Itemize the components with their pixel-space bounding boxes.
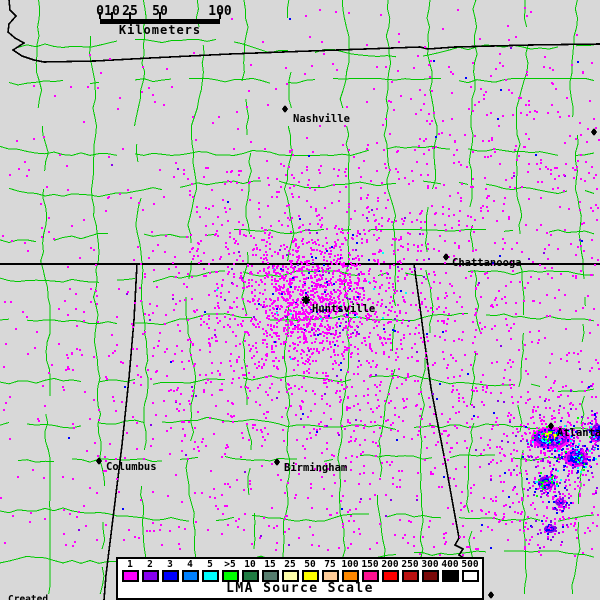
legend-item: 1 [121, 559, 139, 582]
legend-item-label: 4 [187, 559, 193, 570]
legend-item-label: 15 [264, 559, 276, 570]
legend-color-swatch [121, 570, 139, 582]
legend-color-swatch [161, 570, 179, 582]
legend-item: 3 [161, 559, 179, 582]
legend-item: 200 [381, 559, 399, 582]
scale-tick [219, 12, 221, 19]
city-label: Columbus [106, 461, 157, 473]
city-label: Birmingham [284, 462, 347, 474]
legend-item: >5 [221, 559, 239, 582]
state-boundary-line [7, 0, 600, 63]
legend-item-label: 2 [147, 559, 153, 570]
legend-color-swatch [401, 570, 419, 582]
legend-item-label: 10 [244, 559, 256, 570]
city-label: Chattanooga [452, 257, 522, 269]
legend-color-swatch [301, 570, 319, 582]
city-label: Nashville [293, 113, 350, 125]
legend-color-swatch [141, 570, 159, 582]
legend-item-label: 300 [421, 559, 439, 570]
legend-item-label: 3 [167, 559, 173, 570]
city-diamond-marker [273, 458, 281, 466]
legend-item: 10 [241, 559, 259, 582]
scale-tick-label: 100 [208, 4, 232, 19]
scale-tick-label: 10 [104, 4, 120, 19]
created-timestamp: Created 12/23/2012 14:05:11 [5, 574, 114, 600]
legend-item-label: 400 [441, 559, 459, 570]
legend-item: 150 [361, 559, 379, 582]
legend-item: 300 [421, 559, 439, 582]
legend-color-swatch [441, 570, 459, 582]
city-diamond-marker [442, 253, 450, 261]
legend-item: 5 [201, 559, 219, 582]
scale-unit-label: Kilometers [119, 23, 201, 37]
legend-color-swatch [261, 570, 279, 582]
legend-color-swatch [181, 570, 199, 582]
legend-item-label: 25 [284, 559, 296, 570]
legend-item-label: >5 [224, 559, 236, 570]
legend-color-swatch [381, 570, 399, 582]
scale-tick [129, 12, 131, 19]
legend-item: 400 [441, 559, 459, 582]
lightning-source-dots [0, 7, 600, 557]
legend-item: 2 [141, 559, 159, 582]
legend-color-swatch [201, 570, 219, 582]
city-diamond-marker [281, 105, 289, 113]
legend-color-swatch [341, 570, 359, 582]
legend-color-swatch [241, 570, 259, 582]
legend-title: LMA Source Scale [226, 581, 374, 596]
legend-item: 50 [301, 559, 319, 582]
legend-item: 4 [181, 559, 199, 582]
legend-item-label: 500 [461, 559, 479, 570]
scale-tick [111, 12, 113, 19]
legend-item: 75 [321, 559, 339, 582]
legend-item-label: 150 [361, 559, 379, 570]
legend-item: 15 [261, 559, 279, 582]
scale-tick-label: 0 [96, 4, 104, 19]
legend-color-swatch [221, 570, 239, 582]
city-diamond-marker [95, 457, 103, 465]
city-markers-and-labels: Nashville Chattanooga Huntsville Columbus Bi… [95, 105, 600, 599]
legend-item: 250 [401, 559, 419, 582]
legend-item-label: 250 [401, 559, 419, 570]
city-diamond-marker [590, 128, 598, 136]
scale-tick [99, 12, 101, 19]
legend-item-label: 75 [324, 559, 336, 570]
legend-item: 500 [461, 559, 479, 582]
legend-swatches: 1 2 3 4 5 >5 10 15 25 50 75 100 150 200 250 300 400 500 [121, 559, 479, 582]
legend-item-label: 1 [127, 559, 133, 570]
city-diamond-marker [547, 422, 555, 430]
distance-scale-bar: 0 10 25 50 100 Kilometers [96, 4, 232, 37]
city-label: Huntsville [312, 303, 375, 315]
legend-item-label: 100 [341, 559, 359, 570]
scale-tick-label: 50 [152, 4, 168, 19]
scale-tick [159, 12, 161, 19]
city-diamond-marker [487, 591, 495, 599]
lma-source-scale-legend: 1 2 3 4 5 >5 10 15 25 50 75 100 150 200 250 300 400 500 L… [116, 557, 484, 600]
scale-bar [100, 19, 220, 24]
legend-item-label: 50 [304, 559, 316, 570]
legend-item-label: 5 [207, 559, 213, 570]
state-boundary-line [103, 263, 138, 600]
legend-color-swatch [321, 570, 339, 582]
scale-tick-label: 25 [122, 4, 138, 19]
legend-item-label: 200 [381, 559, 399, 570]
legend-color-swatch [361, 570, 379, 582]
legend-item: 25 [281, 559, 299, 582]
created-label: Created [8, 594, 49, 600]
legend-item: 100 [341, 559, 359, 582]
legend-color-swatch [281, 570, 299, 582]
legend-color-swatch [461, 570, 479, 582]
city-star-marker [302, 296, 310, 304]
city-label: Atlanta [557, 427, 600, 439]
legend-color-swatch [421, 570, 439, 582]
